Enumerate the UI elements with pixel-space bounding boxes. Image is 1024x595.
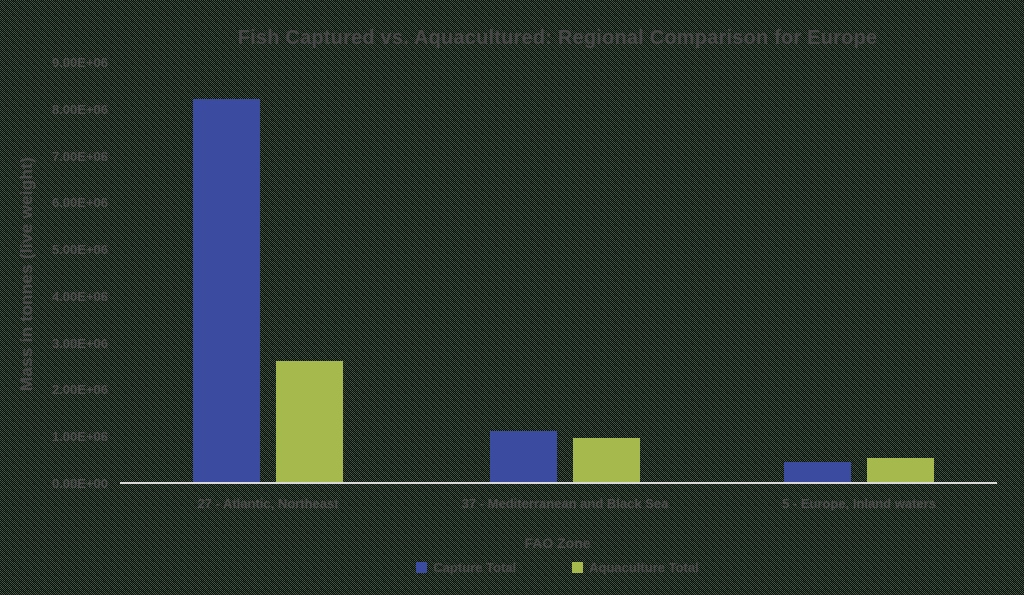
chart-title: Fish Captured vs. Aquacultured: Regional… (237, 27, 878, 49)
y-tick-label: 8.00E+06 (51, 101, 108, 117)
y-tick-label: 2.00E+06 (51, 382, 108, 398)
category-label: 5 - Europe, Inland waters (782, 496, 936, 511)
y-tick-label: 0.00E+00 (51, 476, 108, 491)
bar-aquaculture-group1 (276, 361, 343, 483)
legend-swatch-capture-total (416, 562, 428, 573)
legend-item: Capture Total (416, 560, 516, 575)
bar-capture-group2 (490, 431, 557, 483)
y-tick-label: 1.00E+06 (51, 429, 108, 445)
x-axis-title: FAO Zone (524, 535, 591, 551)
y-tick-label: 7.00E+06 (51, 148, 108, 164)
bar-aquaculture-group3 (867, 458, 934, 483)
bar-aquaculture-group2 (573, 438, 640, 483)
legend-item: Aquaculture Total (572, 560, 699, 575)
legend-label: Aquaculture Total (589, 560, 699, 575)
y-tick-label: 4.00E+06 (51, 288, 108, 304)
legend-swatch-aquaculture-total (572, 562, 584, 573)
legend-label: Capture Total (433, 560, 517, 575)
x-axis-line (120, 482, 997, 484)
y-tick-label: 3.00E+06 (51, 335, 108, 351)
legend: Capture Total Aquaculture Total (120, 560, 995, 575)
y-tick-label: 9.00E+06 (51, 55, 108, 70)
bar-capture-group1 (193, 99, 260, 483)
bar-capture-group3 (784, 461, 851, 483)
category-label: 27 - Atlantic, Northeast (197, 496, 339, 511)
y-tick-label: 6.00E+06 (51, 195, 108, 211)
y-tick-label: 5.00E+06 (51, 242, 108, 258)
category-label: 37 - Mediterranean and Black Sea (461, 496, 669, 511)
